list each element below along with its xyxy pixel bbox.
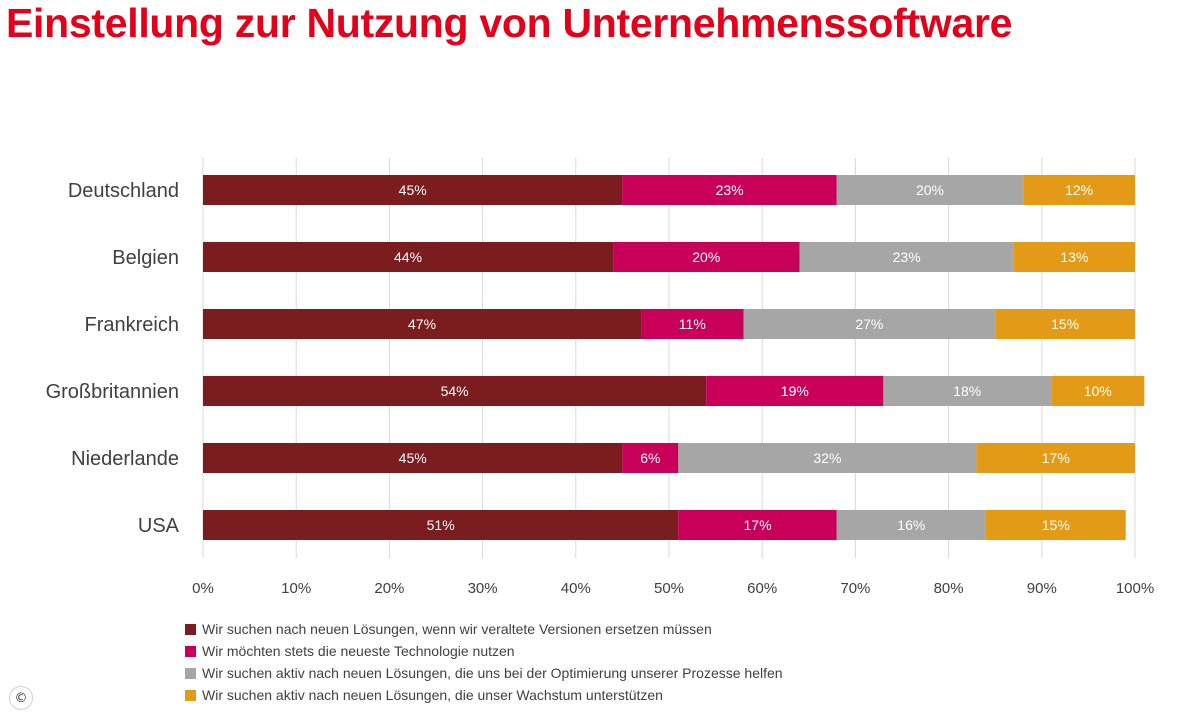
bar-segment (995, 309, 1135, 339)
bar-segment (622, 175, 837, 205)
x-tick-label: 40% (561, 580, 591, 597)
data-label: 12% (1065, 182, 1093, 198)
bar-segment (678, 443, 977, 473)
data-label: 18% (953, 383, 981, 399)
x-tick-label: 60% (747, 580, 777, 597)
category-label: Großbritannien (46, 381, 179, 403)
data-label: 17% (744, 517, 772, 533)
x-tick-label: 0% (192, 580, 214, 597)
chart-title: Einstellung zur Nutzung von Unternehmens… (6, 0, 1013, 46)
bar-segment (743, 309, 996, 339)
data-label: 16% (897, 517, 925, 533)
stacked-bar-chart: 0% 10% 20% 30% 40% 50% 60% 70% 80% 90% 100% Deutsch… (46, 158, 1154, 597)
bar-segment (613, 242, 800, 272)
category-label: Niederlande (71, 448, 179, 470)
data-label: 15% (1051, 316, 1079, 332)
category-label: USA (138, 515, 180, 537)
x-tick-label: 30% (468, 580, 498, 597)
bar-segment (883, 376, 1052, 406)
bar-segment (203, 510, 679, 540)
data-label: 45% (399, 450, 427, 466)
legend-label: Wir suchen nach neuen Lösungen, wenn wir… (202, 621, 712, 637)
data-label: 20% (916, 182, 944, 198)
category-label: Deutschland (68, 180, 179, 202)
bar-segment (706, 376, 884, 406)
bar-segment (1013, 242, 1135, 272)
data-label: 10% (1084, 383, 1112, 399)
bar-segment (1051, 376, 1145, 406)
bar-segment (203, 443, 623, 473)
data-label: 17% (1042, 450, 1070, 466)
data-label: 45% (399, 182, 427, 198)
data-label: 44% (394, 249, 422, 265)
data-label: 27% (855, 316, 883, 332)
x-tick-label: 70% (840, 580, 870, 597)
x-tick-label: 90% (1027, 580, 1057, 597)
legend-swatch (185, 689, 196, 701)
data-label: 6% (640, 450, 660, 466)
legend-item: Wir möchten stets die neueste Technologi… (185, 640, 783, 662)
bar-segment (203, 376, 707, 406)
bar-segment (976, 443, 1135, 473)
bar-segment (203, 242, 614, 272)
legend-swatch (185, 667, 196, 679)
data-label: 20% (692, 249, 720, 265)
data-label: 32% (813, 450, 841, 466)
legend-swatch (185, 623, 196, 635)
legend-label: Wir möchten stets die neueste Technologi… (202, 643, 515, 659)
x-tick-label: 100% (1116, 580, 1154, 597)
x-tick-label: 20% (374, 580, 404, 597)
category-label: Frankreich (85, 314, 179, 336)
bar-segment (1023, 175, 1135, 205)
data-label: 51% (427, 517, 455, 533)
legend-item: Wir suchen nach neuen Lösungen, wenn wir… (185, 618, 783, 640)
chart-legend: Wir suchen nach neuen Lösungen, wenn wir… (185, 618, 783, 706)
data-label: 13% (1060, 249, 1088, 265)
legend-label: Wir suchen aktiv nach neuen Lösungen, di… (202, 665, 783, 681)
x-tick-label: 80% (934, 580, 964, 597)
data-label: 23% (893, 249, 921, 265)
legend-item: Wir suchen aktiv nach neuen Lösungen, di… (185, 662, 783, 684)
data-label: 23% (716, 182, 744, 198)
bar-segment (799, 242, 1014, 272)
bar-segment (985, 510, 1126, 540)
bar-segment (622, 443, 679, 473)
data-label: 11% (679, 316, 706, 332)
data-label: 19% (781, 383, 809, 399)
data-label: 15% (1042, 517, 1070, 533)
bar-segment (203, 175, 623, 205)
category-label: Belgien (112, 247, 179, 269)
copyright-icon: © (9, 686, 33, 710)
x-tick-label: 10% (281, 580, 311, 597)
bar-segment (678, 510, 837, 540)
bar-segment (836, 510, 986, 540)
legend-item: Wir suchen aktiv nach neuen Lösungen, di… (185, 684, 783, 706)
legend-swatch (185, 645, 196, 657)
x-tick-label: 50% (654, 580, 684, 597)
bar-segment (203, 309, 642, 339)
legend-label: Wir suchen aktiv nach neuen Lösungen, di… (202, 687, 663, 703)
data-label: 54% (441, 383, 469, 399)
bar-segment (641, 309, 744, 339)
bar-segment (836, 175, 1024, 205)
data-label: 47% (408, 316, 436, 332)
